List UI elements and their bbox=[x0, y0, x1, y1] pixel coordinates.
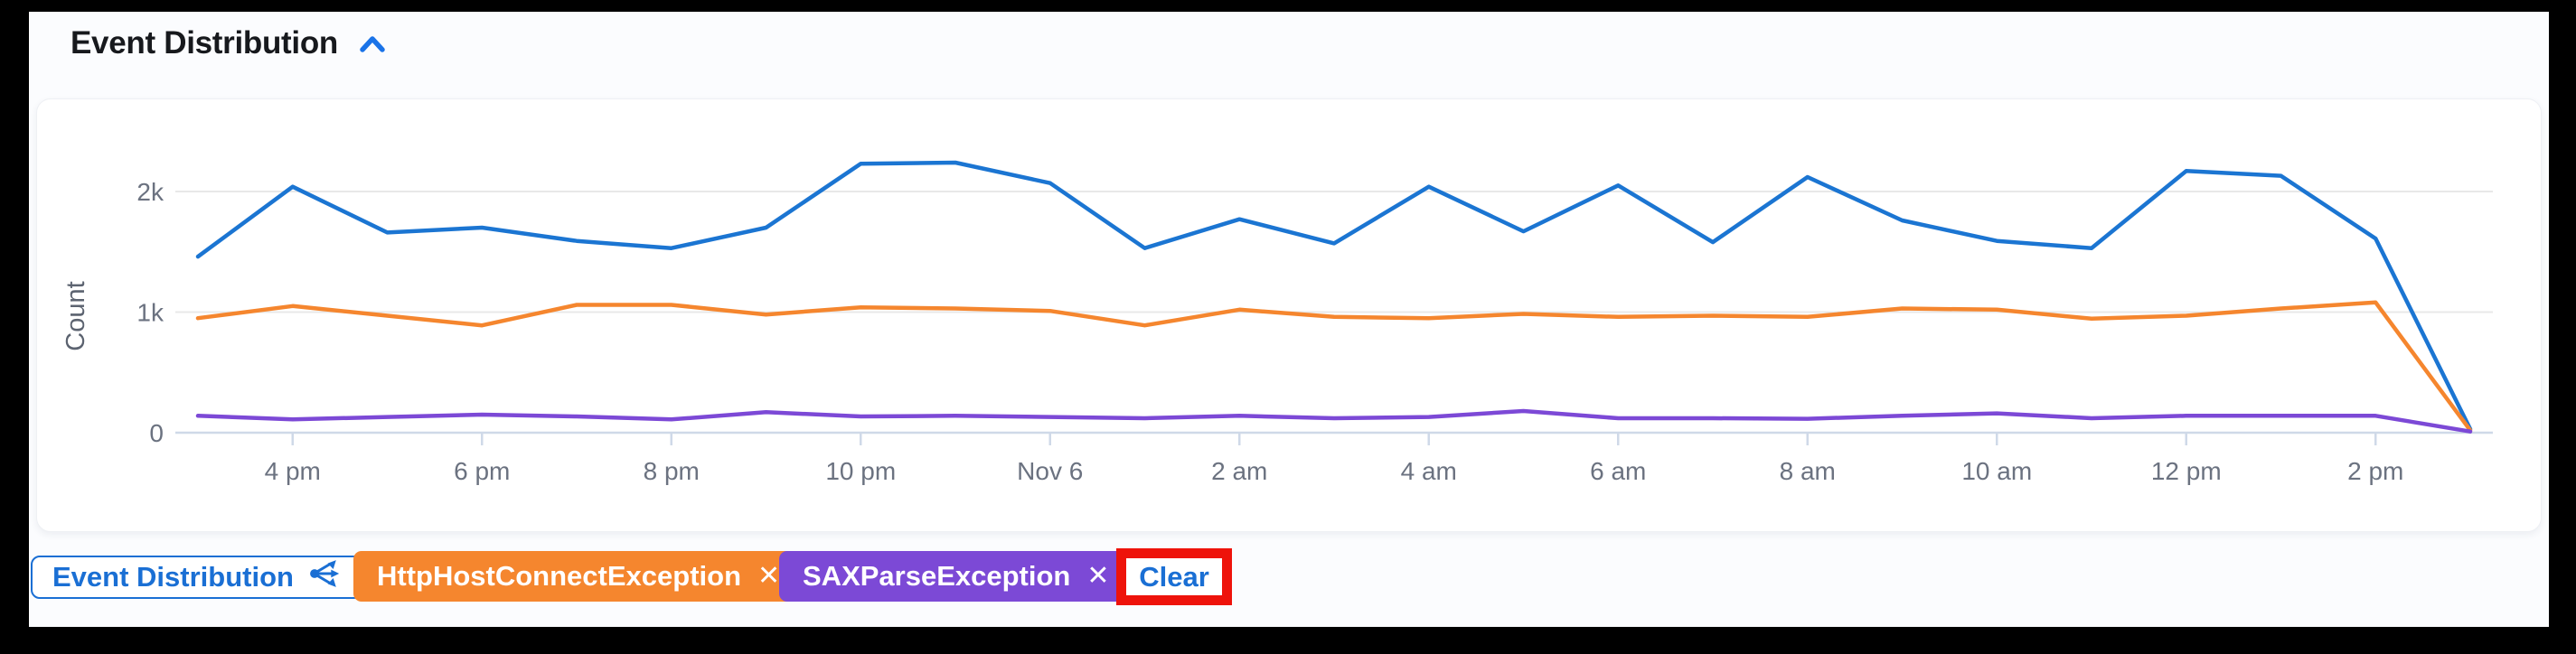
section-header: Event Distribution bbox=[71, 23, 390, 63]
x-tick-label: 2 am bbox=[1211, 457, 1267, 485]
clear-filters-button[interactable]: Clear bbox=[1139, 560, 1209, 593]
y-axis-title: Count bbox=[61, 281, 90, 350]
x-tick-label: 6 pm bbox=[454, 457, 510, 485]
share-icon[interactable] bbox=[308, 557, 341, 597]
x-tick-label: 4 pm bbox=[265, 457, 321, 485]
chart-card: 0 1k 2k Count 4 pm 6 pm 8 pm 10 pm Nov 6 2 am 4 am… bbox=[36, 98, 2542, 532]
filter-chip-label: SAXParseException bbox=[803, 560, 1071, 592]
filter-chip-httphostconnectexception[interactable]: HttpHostConnectException ✕ bbox=[353, 551, 804, 602]
filter-chip-label: HttpHostConnectException bbox=[377, 560, 741, 592]
y-tick-label: 1k bbox=[136, 299, 165, 327]
x-tick-label: 8 am bbox=[1780, 457, 1836, 485]
series-line-saxparseexception bbox=[195, 408, 2473, 434]
line-chart: 0 1k 2k Count 4 pm 6 pm 8 pm 10 pm Nov 6 2 am 4 am… bbox=[61, 160, 2493, 485]
remove-filter-icon[interactable]: ✕ bbox=[1086, 561, 1110, 591]
y-tick-label: 2k bbox=[136, 178, 165, 206]
chevron-up-icon[interactable] bbox=[354, 27, 390, 63]
page: Event Distribution 0 1k 2k Count 4 pm 6 pm 8 p… bbox=[29, 12, 2549, 627]
x-tick-label: Nov 6 bbox=[1017, 457, 1083, 485]
x-tick-label: 4 am bbox=[1401, 457, 1457, 485]
x-tick-label: 10 pm bbox=[825, 457, 896, 485]
x-tick-label: 8 pm bbox=[644, 457, 700, 485]
x-tick-label: 2 pm bbox=[2347, 457, 2403, 485]
x-tick-label: 6 am bbox=[1590, 457, 1646, 485]
filter-chip-saxparseexception[interactable]: SAXParseException ✕ bbox=[779, 551, 1133, 602]
series-line-event-distribution bbox=[195, 160, 2473, 432]
event-distribution-chip[interactable]: Event Distribution bbox=[31, 556, 362, 599]
y-tick-label: 0 bbox=[149, 419, 164, 447]
x-tick-label: 10 am bbox=[1961, 457, 2032, 485]
remove-filter-icon[interactable]: ✕ bbox=[757, 561, 781, 591]
page-title: Event Distribution bbox=[71, 25, 338, 61]
series-line-httphostconnectexception bbox=[195, 300, 2473, 433]
filter-bar: Event Distribution bbox=[29, 548, 2549, 621]
annotation-highlight-box: Clear bbox=[1116, 548, 1232, 605]
event-distribution-chip-label: Event Distribution bbox=[52, 561, 294, 593]
x-tick-label: 12 pm bbox=[2151, 457, 2222, 485]
